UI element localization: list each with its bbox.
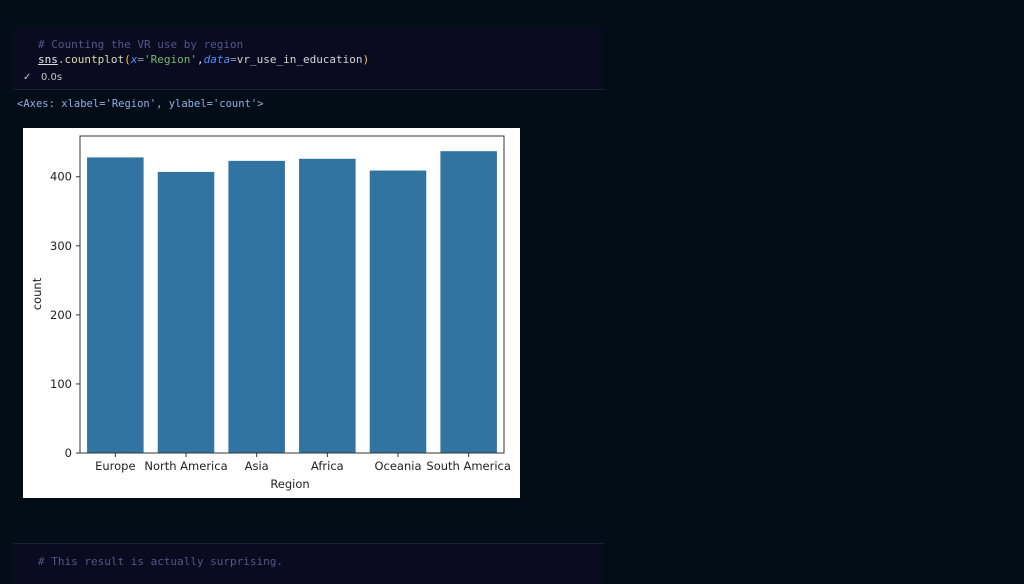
x-axis-label: Region [270,477,309,491]
bar [440,151,497,453]
bar [299,158,356,454]
y-tick-label: 200 [50,308,72,322]
bar-chart: Europe North America Asia Africa Oceania Sout… [30,135,511,491]
x-tick-label: South America [426,459,511,473]
x-tick-label: Asia [245,459,269,473]
cell-output-text: <Axes: xlabel='Region', ylabel='count'> [17,98,264,110]
x-tick-label: Europe [95,459,135,473]
code-cell[interactable]: # Counting the VR use by region sns.coun… [13,30,604,90]
code-token: = [230,53,237,66]
bar [228,160,285,454]
y-axis-label: count [30,277,44,310]
x-tick-label: Oceania [374,459,421,473]
bar [157,171,215,454]
code-token: x [130,53,138,66]
y-tick-label: 100 [50,377,72,391]
code-token: . [57,53,65,66]
code-token: 'Region' [143,53,197,66]
y-tick-label: 400 [50,170,72,184]
duration: 0.0s [40,72,63,83]
bar [87,157,144,453]
plot-frame [79,135,505,454]
code-token: = [137,53,144,66]
execution-status: ✓ 0.0s [23,72,62,83]
markdown-cell[interactable]: # This result is actually surprising. [13,543,604,584]
code-token: countplot [64,53,125,66]
check-icon: ✓ [23,72,32,83]
code-token: sns [38,53,58,66]
code-token: ) [362,53,370,66]
bar [369,170,427,453]
code-token: , [196,53,204,66]
x-tick-label: North America [144,459,227,473]
y-tick-label: 300 [50,239,72,253]
code-token: ( [124,53,131,66]
code-comment: # Counting the VR use by region [38,38,244,51]
code-token: data [203,53,231,66]
code-token: vr_use_in_education [236,53,363,66]
y-tick-label: 0 [65,446,72,460]
code-comment: # This result is actually surprising. [38,555,284,568]
x-tick-label: Africa [311,459,344,473]
code-line[interactable]: sns.countplot(x='Region',data=vr_use_in_… [38,53,369,66]
chart-figure: Europe North America Asia Africa Oceania Sout… [23,128,520,498]
